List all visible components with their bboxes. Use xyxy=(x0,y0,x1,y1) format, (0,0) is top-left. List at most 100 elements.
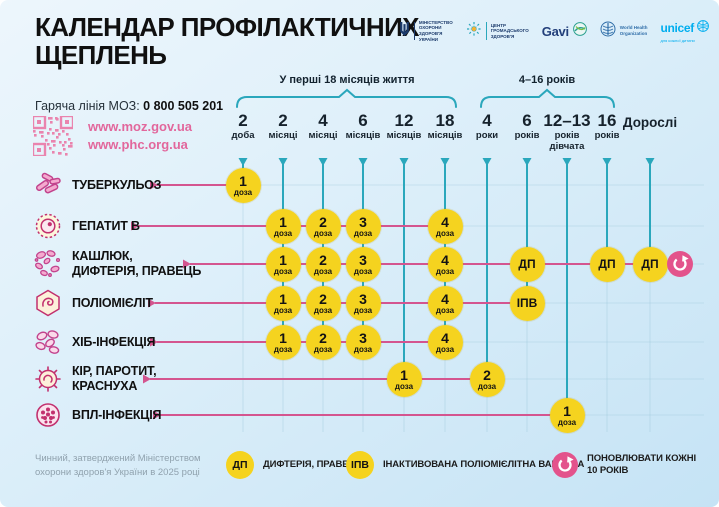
dose-value: 4 xyxy=(441,213,449,230)
qr-module xyxy=(47,132,50,135)
disease-name: КАШЛЮК, ДИФТЕРІЯ, ПРАВЕЦЬ xyxy=(72,249,202,278)
dose-unit: доза xyxy=(273,344,293,354)
qr-finder xyxy=(59,116,73,130)
row-label-hpv-infection: ВПЛ-ІНФЕКЦІЯ xyxy=(33,400,161,430)
hotline: Гаряча лінія МОЗ: 0 800 505 201 xyxy=(35,99,223,113)
unicef-globe-icon xyxy=(697,19,709,37)
polio-virus-icon xyxy=(33,288,63,318)
hotline-number: 0 800 505 201 xyxy=(143,99,224,113)
group-label-first-18-months: У перші 18 місяців життя xyxy=(279,74,415,86)
dose-measles-mumps-rubella-col6: 2 доза xyxy=(469,361,505,397)
age-unit: місяці xyxy=(268,129,298,141)
dose-unit: доза xyxy=(557,417,577,427)
age-number: 12–13 xyxy=(543,111,591,130)
dose-value: 1 xyxy=(400,366,408,383)
qr-module xyxy=(49,128,52,131)
dose-poliomyelitis-col7: ІПВ xyxy=(509,285,545,321)
dose-unit: доза xyxy=(353,305,373,315)
link-moz[interactable]: www.moz.gov.ua xyxy=(88,119,193,134)
age-column-5: 18 місяців xyxy=(417,112,473,142)
moz-logo-text: МІНІСТЕРСТВО ОХОРОНИ ЗДОРОВ'Я УКРАЇНИ xyxy=(418,19,453,42)
refresh-every-10-years-icon xyxy=(552,452,578,478)
gavi-logo: Gavi xyxy=(542,21,587,41)
age-line-arrow xyxy=(602,158,612,166)
logo-divider xyxy=(413,22,415,40)
brace-first-18-months xyxy=(236,88,457,108)
dose-value: 1 xyxy=(279,329,287,346)
age-line-arrow xyxy=(440,158,450,166)
row-arrow-hpv-infection xyxy=(153,410,161,420)
age-number: 6 xyxy=(522,111,532,130)
age-unit: місяців xyxy=(345,129,381,141)
age-line-arrow xyxy=(562,158,572,166)
legend-item-ipv: ІПВ ІНАКТИВОВАНА ПОЛІОМІЄЛІТНА ВАКЦИНА xyxy=(346,451,584,479)
who-logo: World Health Organization xyxy=(600,21,648,42)
pertussis-bacteria-icon xyxy=(33,249,63,279)
dose-value: 4 xyxy=(441,251,449,268)
qr-module xyxy=(65,153,68,156)
row-arrow-pertussis-diphtheria-tetanus xyxy=(183,259,191,269)
dose-hpv-infection-col8: 1 доза xyxy=(549,397,585,433)
starburst-icon xyxy=(466,21,482,42)
qr-module xyxy=(56,136,59,139)
who-logo-text: World Health Organization xyxy=(619,25,648,36)
dose-poliomyelitis-col5: 4 доза xyxy=(427,285,463,321)
row-arrow-poliomyelitis xyxy=(148,298,156,308)
dose-hib-infection-col1: 1 доза xyxy=(265,324,301,360)
qr-module xyxy=(68,145,71,148)
age-column-0: 2 доба xyxy=(215,112,271,142)
qr-module xyxy=(52,132,55,135)
qr-module xyxy=(62,144,65,147)
age-column-8: 12–13 років дівчата xyxy=(539,112,595,153)
disease-name: ГЕПАТИТ В xyxy=(72,218,140,233)
dose-value: 1 xyxy=(279,290,287,307)
qr-module xyxy=(64,141,67,144)
row-label-pertussis-diphtheria-tetanus: КАШЛЮК, ДИФТЕРІЯ, ПРАВЕЦЬ xyxy=(33,249,201,279)
dose-unit: доза xyxy=(273,228,293,238)
dose-unit: доза xyxy=(435,344,455,354)
legend-item-refresh: ПОНОВЛЮВАТИ КОЖНІ 10 РОКІВ xyxy=(552,452,696,478)
legend-refresh-text: ПОНОВЛЮВАТИ КОЖНІ 10 РОКІВ xyxy=(587,452,697,476)
refresh-every-10-years-icon xyxy=(667,251,693,277)
dose-unit: доза xyxy=(353,266,373,276)
dose-value: ДП xyxy=(518,257,536,271)
dose-unit: доза xyxy=(313,344,333,354)
qr-module xyxy=(48,117,51,120)
dose-value: 2 xyxy=(319,213,327,230)
dose-value: 3 xyxy=(359,290,367,307)
qr-module xyxy=(70,145,73,148)
qr-module xyxy=(56,129,59,132)
age-number: 6 xyxy=(358,111,368,130)
qr-finder xyxy=(37,120,41,124)
link-phc[interactable]: www.phc.org.ua xyxy=(88,136,188,152)
qr-module xyxy=(53,140,56,143)
dose-value: 1 xyxy=(279,213,287,230)
qr-module xyxy=(59,141,62,144)
age-number: 2 xyxy=(238,111,248,130)
age-line-arrow xyxy=(358,158,368,166)
qr-code xyxy=(33,116,73,156)
ipv-badge: ІПВ xyxy=(346,451,374,479)
qr-module xyxy=(39,131,42,134)
age-number: 2 xyxy=(278,111,288,130)
age-line-arrow xyxy=(645,158,655,166)
age-column-1: 2 місяці xyxy=(255,112,311,142)
dose-value: 1 xyxy=(239,172,247,189)
dose-measles-mumps-rubella-col4: 1 доза xyxy=(386,361,422,397)
qr-finder xyxy=(65,120,69,124)
page-title: КАЛЕНДАР ПРОФІЛАКТИЧНИХ ЩЕПЛЕНЬ xyxy=(35,13,420,69)
qr-module xyxy=(41,131,44,134)
hotline-label: Гаряча лінія МОЗ: xyxy=(35,99,140,113)
qr-module xyxy=(45,139,48,142)
dose-unit: доза xyxy=(313,305,333,315)
row-arrow-tuberculosis xyxy=(150,180,158,190)
dose-pertussis-diphtheria-tetanus-col9: ДП xyxy=(589,246,625,282)
qr-module xyxy=(49,147,52,150)
dose-value: ДП xyxy=(598,257,616,271)
dose-pertussis-diphtheria-tetanus-col2: 2 доза xyxy=(305,246,341,282)
dose-unit: доза xyxy=(477,381,497,391)
disease-name: ТУБЕРКУЛЬОЗ xyxy=(72,177,162,192)
dose-value: 2 xyxy=(319,251,327,268)
disease-name: ПОЛІОМІЄЛІТ xyxy=(72,295,153,310)
age-line-arrow xyxy=(482,158,492,166)
